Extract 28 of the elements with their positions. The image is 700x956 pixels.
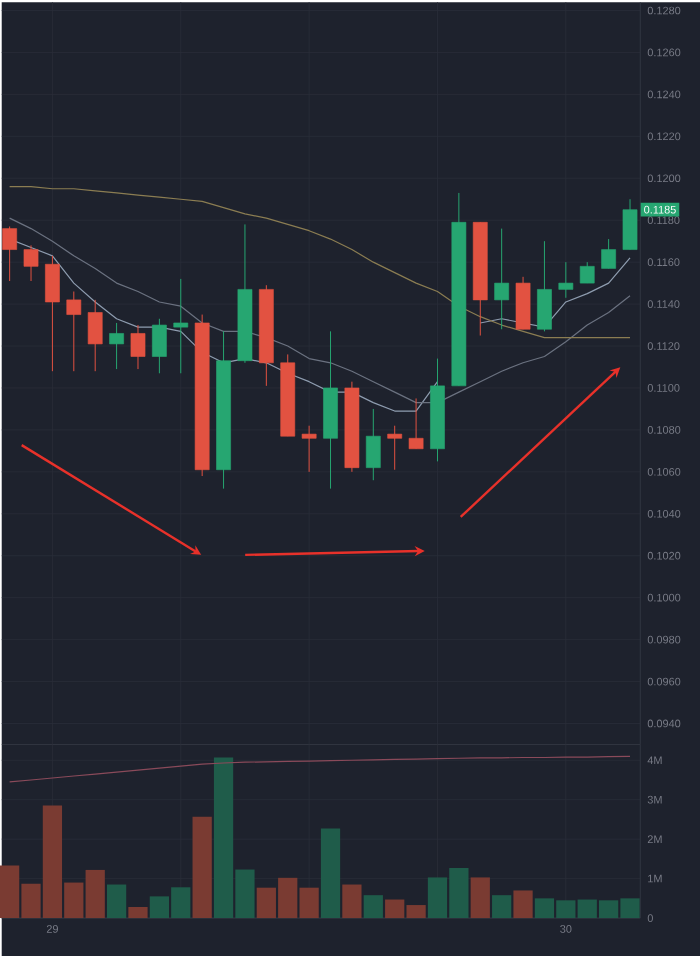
bar: [128, 907, 148, 919]
candlestick: [601, 238, 616, 269]
bar: [192, 816, 212, 919]
candlestick: [66, 291, 82, 372]
candlestick: [2, 226, 17, 282]
candlestick: [130, 324, 146, 370]
candlestick: [515, 276, 531, 330]
candlestick: [365, 408, 381, 481]
candlestick: [408, 397, 424, 450]
candlestick: [44, 255, 60, 372]
candlestick: [387, 425, 402, 471]
candlestick: [537, 240, 552, 332]
bar: [320, 828, 341, 919]
candlestick: [109, 322, 124, 370]
bar: [491, 895, 512, 919]
bar: [106, 884, 127, 919]
bar: [363, 895, 383, 919]
candlestick: [494, 228, 509, 330]
candlestick: [173, 278, 189, 374]
bar: [470, 877, 490, 919]
candlestick: [558, 261, 574, 299]
bar: [513, 890, 533, 919]
candlestick: [87, 299, 103, 372]
bar: [342, 884, 362, 919]
candlestick: [301, 425, 317, 473]
candlestick: [579, 261, 595, 284]
candlestick: [151, 318, 167, 374]
candlestick: [23, 244, 39, 282]
